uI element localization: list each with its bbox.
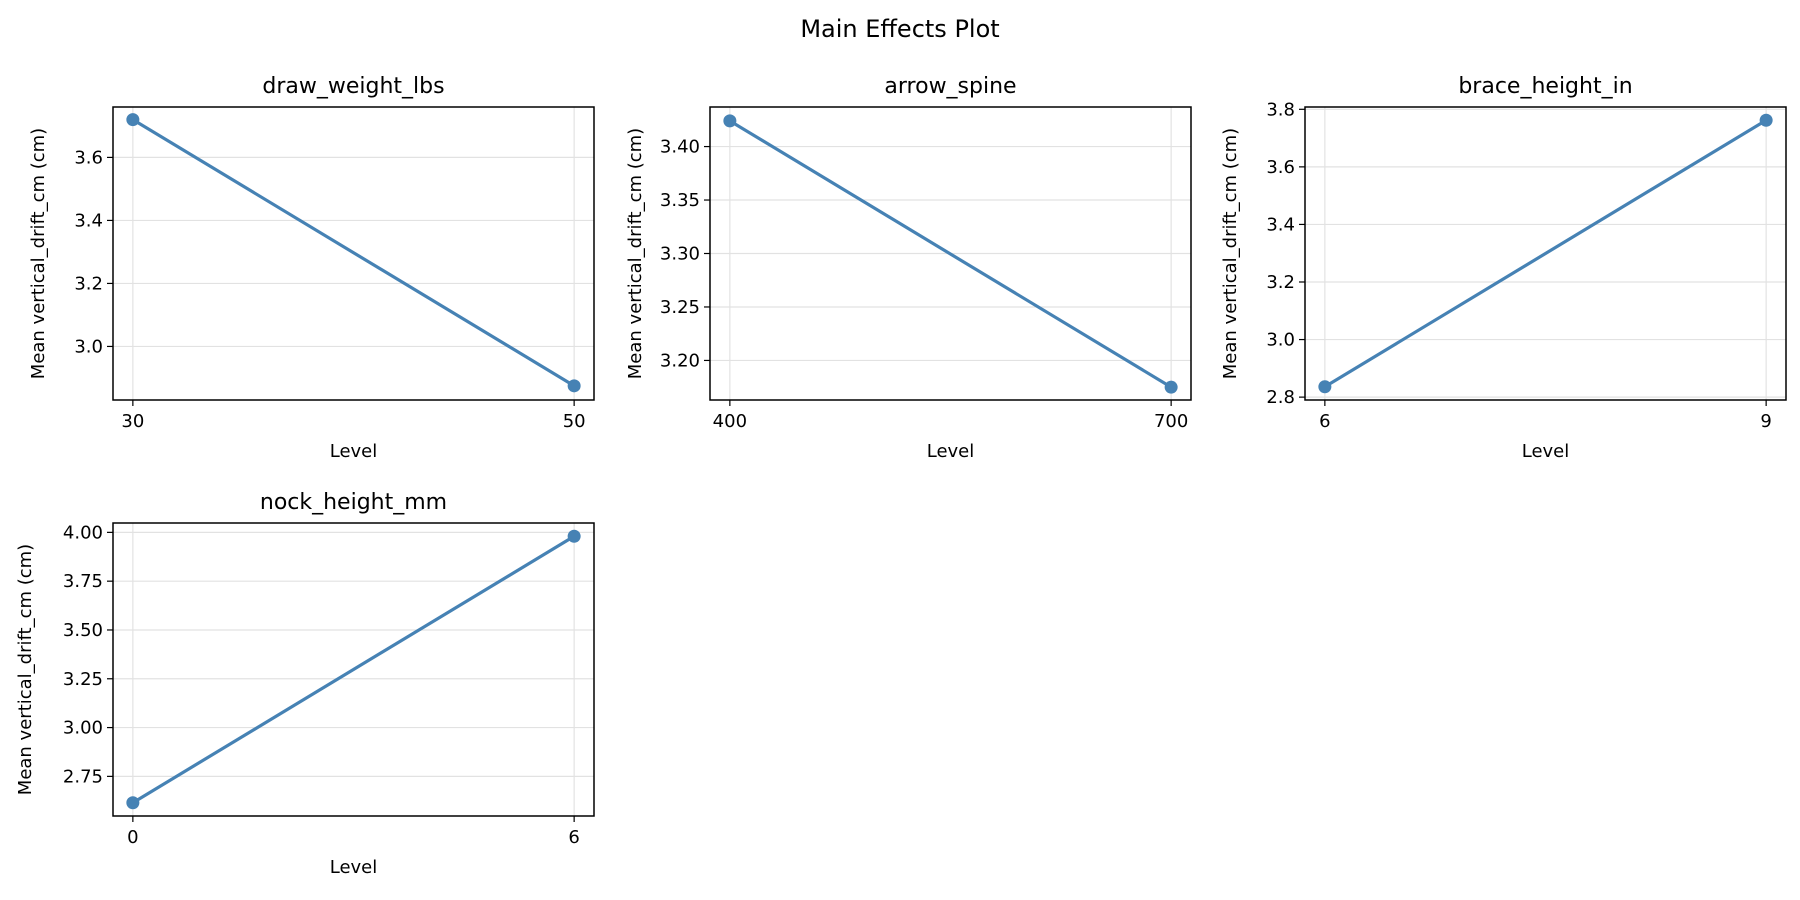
data-point bbox=[1318, 380, 1332, 394]
axes-frame bbox=[112, 522, 595, 817]
y-axis-label: Mean vertical_drift_cm (cm) bbox=[28, 128, 49, 379]
x-axis-label: Level bbox=[330, 857, 378, 878]
subplot-brace_height_in: 6 9 2.8 3.0 3.2 3.4 3.6 3.8 brace_height_in Level… bbox=[1220, 74, 1787, 462]
x-tick-label: 9 bbox=[1760, 411, 1771, 432]
axes-frame bbox=[112, 106, 595, 401]
y-tick-label: 3.0 bbox=[1266, 330, 1295, 351]
y-tick-label: 3.0 bbox=[74, 336, 103, 357]
series-line bbox=[729, 119, 1172, 389]
subplot-nock_height_mm: 0 6 2.75 3.00 3.25 3.50 3.75 4.00 nock_height_mm… bbox=[15, 490, 595, 878]
x-tick-label: 400 bbox=[713, 411, 747, 432]
y-tick-label: 3.6 bbox=[74, 147, 103, 168]
data-point bbox=[126, 796, 140, 810]
data-point bbox=[567, 379, 581, 393]
y-tick-label: 3.00 bbox=[63, 718, 103, 739]
data-point bbox=[1759, 113, 1773, 127]
series-line bbox=[1324, 118, 1767, 389]
y-tick-label: 3.2 bbox=[74, 273, 103, 294]
data-point bbox=[567, 529, 581, 543]
y-tick-label: 3.50 bbox=[63, 620, 103, 641]
figure-title: Main Effects Plot bbox=[800, 15, 999, 43]
y-tick-label: 3.25 bbox=[63, 669, 103, 690]
y-tick-label: 3.4 bbox=[74, 210, 103, 231]
y-tick-label: 3.8 bbox=[1266, 99, 1295, 120]
y-tick-label: 3.35 bbox=[660, 190, 700, 211]
x-tick-label: 0 bbox=[127, 827, 138, 848]
y-axis-label: Mean vertical_drift_cm (cm) bbox=[625, 128, 646, 379]
y-axis-label: Mean vertical_drift_cm (cm) bbox=[15, 544, 36, 795]
x-tick-label: 6 bbox=[568, 827, 579, 848]
x-tick-label: 6 bbox=[1319, 411, 1330, 432]
subplot-title: nock_height_mm bbox=[260, 490, 447, 515]
data-point bbox=[723, 114, 737, 128]
y-tick-label: 3.20 bbox=[660, 350, 700, 371]
y-tick-label: 3.4 bbox=[1266, 214, 1295, 235]
subplot-title: brace_height_in bbox=[1458, 74, 1632, 99]
y-tick-label: 3.40 bbox=[660, 137, 700, 158]
series-line bbox=[132, 534, 575, 805]
y-tick-label: 2.8 bbox=[1266, 387, 1295, 408]
data-point bbox=[1164, 380, 1178, 394]
series-line bbox=[132, 118, 575, 388]
y-tick-label: 3.75 bbox=[63, 571, 103, 592]
x-axis-label: Level bbox=[1522, 441, 1570, 462]
y-tick-label: 3.30 bbox=[660, 244, 700, 265]
data-point bbox=[126, 113, 140, 127]
y-axis-label: Mean vertical_drift_cm (cm) bbox=[1220, 128, 1241, 379]
x-tick-label: 30 bbox=[121, 411, 144, 432]
y-tick-label: 4.00 bbox=[63, 522, 103, 543]
subplot-title: draw_weight_lbs bbox=[262, 74, 444, 99]
x-axis-label: Level bbox=[927, 441, 975, 462]
x-axis-label: Level bbox=[330, 441, 378, 462]
x-tick-label: 50 bbox=[563, 411, 586, 432]
subplot-title: arrow_spine bbox=[884, 74, 1016, 99]
y-tick-label: 3.2 bbox=[1266, 272, 1295, 293]
y-tick-label: 3.6 bbox=[1266, 157, 1295, 178]
y-tick-label: 2.75 bbox=[63, 766, 103, 787]
x-tick-label: 700 bbox=[1154, 411, 1188, 432]
axes-frame bbox=[1304, 106, 1787, 401]
y-tick-label: 3.25 bbox=[660, 297, 700, 318]
subplot-arrow_spine: 400 700 3.20 3.25 3.30 3.35 3.40 arrow_spine Lev… bbox=[625, 74, 1192, 462]
subplot-draw_weight_lbs: 30 50 3.0 3.2 3.4 3.6 draw_weight_lbs Level Mean… bbox=[28, 74, 595, 462]
